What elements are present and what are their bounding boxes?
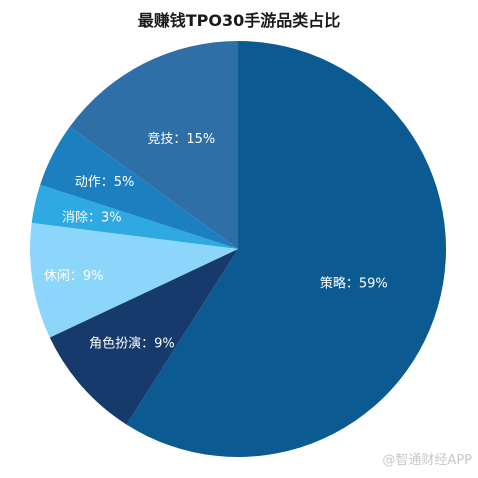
pie-slice — [49, 249, 238, 425]
slice-label: 角色扮演：9% — [89, 336, 175, 352]
chart-title: 最赚钱TPO30手游品类占比 — [137, 11, 341, 30]
slice-label: 消除：3% — [62, 210, 122, 225]
slice-label: 动作：5% — [75, 175, 135, 190]
slice-label: 休闲：9% — [44, 269, 104, 284]
pie-slice — [126, 41, 446, 457]
pie-slice — [29, 222, 238, 338]
slice-label: 竞技：15% — [147, 131, 215, 147]
pie-slice — [40, 126, 239, 249]
watermark: @智通财经APP — [382, 453, 472, 468]
pie-slice — [69, 41, 239, 249]
pie-slice — [31, 184, 239, 249]
slice-label: 策略：59% — [320, 276, 388, 292]
